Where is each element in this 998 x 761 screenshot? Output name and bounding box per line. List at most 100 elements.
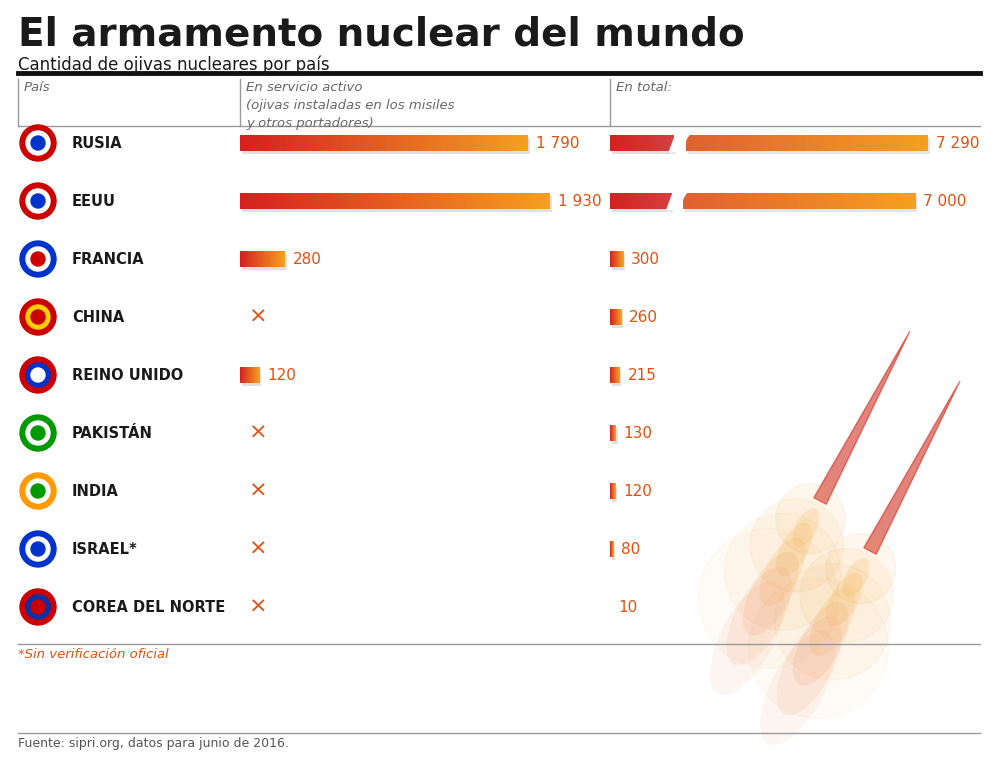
Bar bbox=[632, 193, 633, 209]
Bar bbox=[646, 193, 647, 209]
Bar bbox=[673, 135, 674, 151]
Bar bbox=[283, 135, 287, 151]
Bar bbox=[632, 193, 634, 209]
Bar bbox=[252, 251, 254, 267]
Text: 130: 130 bbox=[624, 425, 653, 441]
Bar bbox=[641, 193, 642, 209]
Bar bbox=[761, 135, 764, 151]
Bar bbox=[670, 135, 671, 151]
Bar bbox=[692, 193, 696, 209]
Bar bbox=[722, 135, 726, 151]
Bar bbox=[901, 193, 904, 209]
Bar bbox=[624, 193, 625, 209]
Bar bbox=[265, 251, 266, 267]
Bar bbox=[259, 251, 260, 267]
Bar bbox=[611, 193, 612, 209]
Bar bbox=[848, 193, 852, 209]
Bar bbox=[405, 135, 409, 151]
Bar bbox=[659, 193, 660, 209]
Bar bbox=[278, 193, 283, 209]
Bar bbox=[895, 193, 898, 209]
Bar bbox=[724, 193, 728, 209]
Bar bbox=[242, 251, 243, 267]
Circle shape bbox=[26, 595, 50, 619]
Bar bbox=[635, 193, 637, 209]
Bar bbox=[776, 193, 779, 209]
Bar bbox=[531, 193, 535, 209]
Bar bbox=[747, 193, 750, 209]
Circle shape bbox=[20, 473, 56, 509]
Bar bbox=[484, 193, 488, 209]
Bar bbox=[657, 193, 658, 209]
Text: CHINA: CHINA bbox=[72, 310, 124, 324]
Bar bbox=[260, 251, 261, 267]
Bar bbox=[449, 193, 454, 209]
Bar bbox=[250, 135, 254, 151]
Bar bbox=[633, 193, 634, 209]
Bar bbox=[267, 193, 271, 209]
Bar bbox=[909, 193, 913, 209]
Bar bbox=[506, 135, 510, 151]
Bar bbox=[612, 193, 613, 209]
Bar bbox=[773, 135, 777, 151]
Bar bbox=[637, 135, 638, 151]
Bar bbox=[281, 251, 282, 267]
Bar bbox=[630, 193, 631, 209]
Bar bbox=[755, 135, 758, 151]
Circle shape bbox=[825, 533, 895, 603]
Bar bbox=[810, 193, 814, 209]
Bar bbox=[430, 193, 434, 209]
Bar bbox=[912, 193, 916, 209]
Text: ×: × bbox=[249, 481, 267, 501]
Circle shape bbox=[749, 498, 843, 592]
Bar bbox=[271, 193, 275, 209]
Bar bbox=[612, 138, 676, 154]
Bar bbox=[640, 135, 642, 151]
Bar bbox=[243, 251, 244, 267]
Bar bbox=[245, 251, 246, 267]
Bar bbox=[866, 193, 869, 209]
Bar bbox=[321, 193, 325, 209]
Bar bbox=[651, 135, 652, 151]
Bar bbox=[840, 193, 843, 209]
Bar bbox=[641, 135, 643, 151]
Bar bbox=[617, 135, 619, 151]
Bar bbox=[806, 135, 810, 151]
Circle shape bbox=[31, 310, 45, 324]
Bar bbox=[302, 193, 306, 209]
Bar bbox=[266, 251, 267, 267]
Circle shape bbox=[20, 415, 56, 451]
Bar bbox=[655, 193, 657, 209]
Bar bbox=[849, 135, 852, 151]
Bar bbox=[621, 193, 622, 209]
Bar bbox=[739, 193, 742, 209]
Bar bbox=[889, 193, 892, 209]
Bar bbox=[480, 193, 485, 209]
Bar bbox=[736, 193, 739, 209]
Bar bbox=[744, 135, 747, 151]
Bar bbox=[834, 135, 837, 151]
Bar bbox=[387, 135, 391, 151]
Bar bbox=[250, 251, 251, 267]
Bar bbox=[670, 193, 671, 209]
Bar bbox=[422, 193, 426, 209]
Bar bbox=[652, 193, 654, 209]
Bar bbox=[828, 135, 831, 151]
Bar bbox=[465, 193, 469, 209]
Bar bbox=[781, 193, 785, 209]
Bar bbox=[669, 193, 670, 209]
Bar bbox=[262, 251, 263, 267]
Bar bbox=[391, 193, 395, 209]
Text: 7 290: 7 290 bbox=[936, 135, 979, 151]
Bar bbox=[337, 135, 341, 151]
Bar bbox=[260, 251, 261, 267]
Bar bbox=[466, 135, 470, 151]
Bar bbox=[488, 135, 492, 151]
Bar bbox=[615, 135, 616, 151]
Bar bbox=[764, 193, 767, 209]
Bar bbox=[247, 251, 248, 267]
Bar bbox=[621, 135, 623, 151]
Bar bbox=[779, 135, 783, 151]
Bar bbox=[474, 135, 478, 151]
Bar bbox=[270, 251, 271, 267]
